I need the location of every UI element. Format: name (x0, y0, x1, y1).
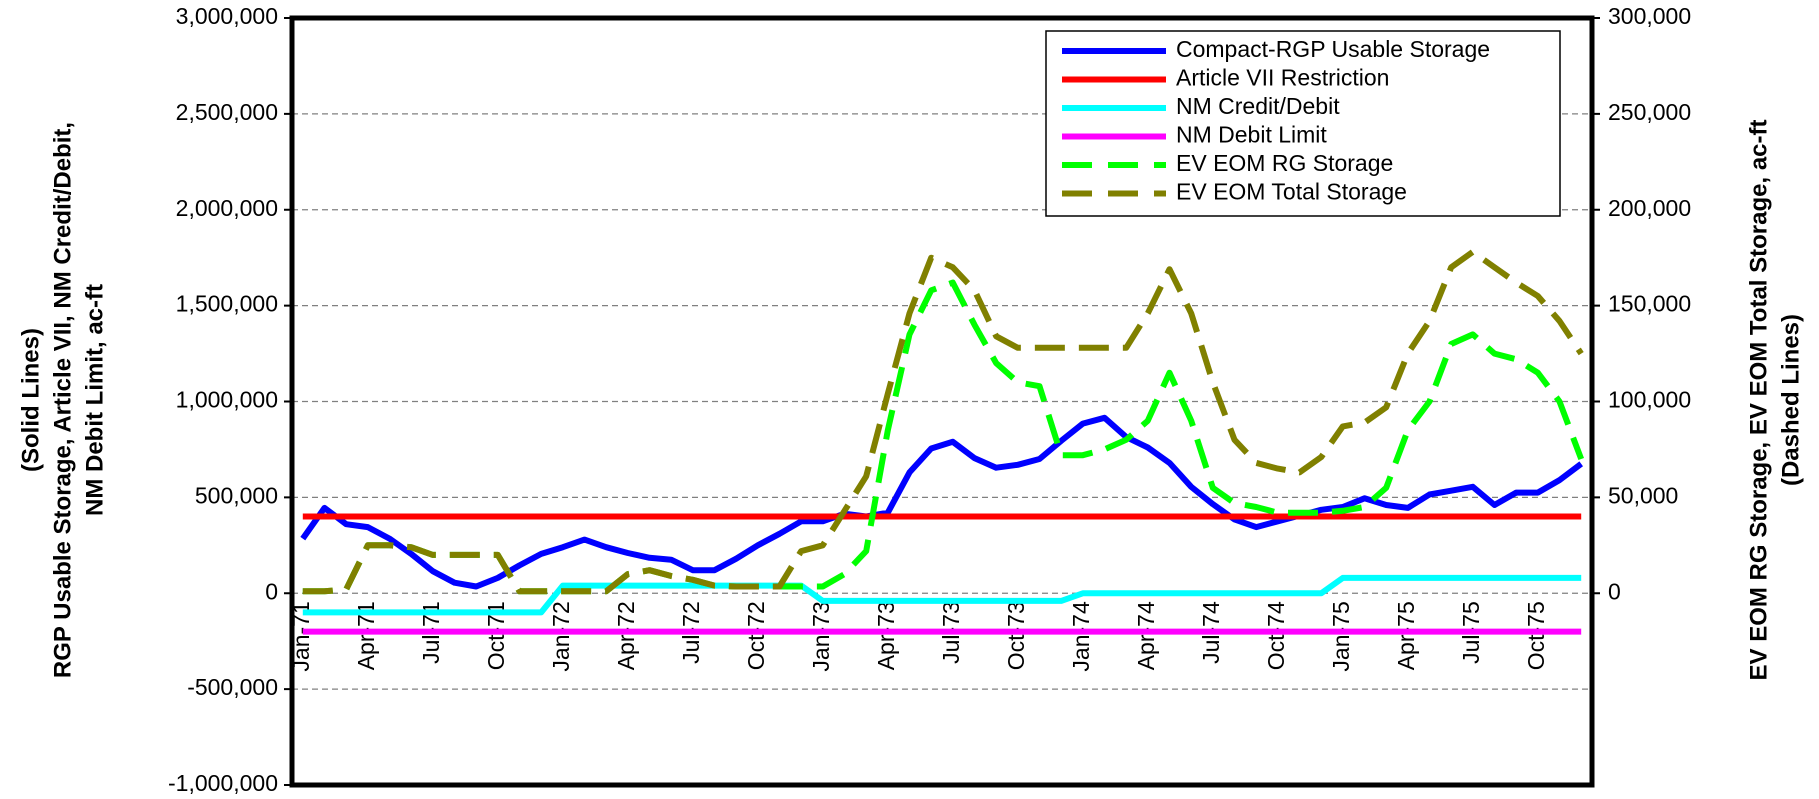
x-tick-label: Oct-74 (1263, 601, 1289, 670)
y2-tick-label: 50,000 (1608, 482, 1678, 508)
y-tick-label: 0 (265, 578, 278, 604)
series-line (302, 574, 1582, 616)
legend: Compact-RGP Usable Storage Article VII Re… (1045, 30, 1561, 217)
legend-label: EV EOM RG Storage (1176, 150, 1393, 176)
y-tick-label: 1,000,000 (176, 387, 278, 413)
x-tick-label: Oct-73 (1003, 601, 1029, 670)
y2-tick-label: 200,000 (1608, 195, 1691, 221)
y2-tick-label: 0 (1608, 578, 1621, 604)
y2-axis-title-line: (Dashed Lines) (1777, 314, 1804, 486)
y2-tick-label: 250,000 (1608, 99, 1691, 125)
plot-frame (289, 15, 1595, 788)
x-tick-label: Jan-75 (1328, 601, 1354, 671)
x-tick-label: Apr-75 (1393, 601, 1419, 670)
legend-box (1045, 30, 1561, 217)
y-tick-label: 3,000,000 (176, 3, 278, 29)
y-tick-label: 500,000 (195, 482, 278, 508)
y2-tick-label: 300,000 (1608, 3, 1691, 29)
legend-label: NM Credit/Debit (1176, 93, 1340, 119)
series-line (302, 279, 1585, 595)
y-tick-label: -500,000 (187, 674, 278, 700)
y2-axis-title-line: EV EOM RG Storage, EV EOM Total Storage,… (1745, 120, 1772, 681)
legend-label: Compact-RGP Usable Storage (1176, 36, 1490, 62)
y-tick-label: -1,000,000 (168, 770, 278, 796)
x-tick-label: Apr-74 (1133, 601, 1159, 670)
y-tick-label: 2,500,000 (176, 99, 278, 125)
legend-label: Article VII Restriction (1176, 65, 1389, 91)
x-tick-label: Jan-72 (548, 601, 574, 671)
y-axis-title: (Solid Lines) RGP Usable Storage, Articl… (17, 122, 108, 678)
x-tick-label: Apr-73 (873, 601, 899, 670)
series-line (300, 414, 1584, 590)
legend-label: NM Debit Limit (1176, 122, 1327, 148)
y-tick-label: 2,000,000 (176, 195, 278, 221)
y2-axis-title: EV EOM RG Storage, EV EOM Total Storage,… (1745, 120, 1804, 681)
x-tick-label: Apr-72 (613, 601, 639, 670)
y2-tick-label: 150,000 (1608, 291, 1691, 317)
y-tick-label: 1,500,000 (176, 291, 278, 317)
x-tick-label: Jan-73 (808, 601, 834, 671)
y2-tick-label: 100,000 (1608, 387, 1691, 413)
x-tick-label: Jan-74 (1068, 601, 1094, 672)
y-axis-title-line: (Solid Lines) (17, 328, 44, 472)
series-line (302, 248, 1584, 595)
x-tick-label: Oct-72 (743, 601, 769, 670)
y-axis-title-line: RGP Usable Storage, Article VII, NM Cred… (49, 122, 76, 678)
legend-label: EV EOM Total Storage (1176, 179, 1407, 205)
x-tick-label: Oct-75 (1523, 601, 1549, 670)
y-axis-title-line: NM Debit Limit, ac-ft (81, 284, 108, 516)
